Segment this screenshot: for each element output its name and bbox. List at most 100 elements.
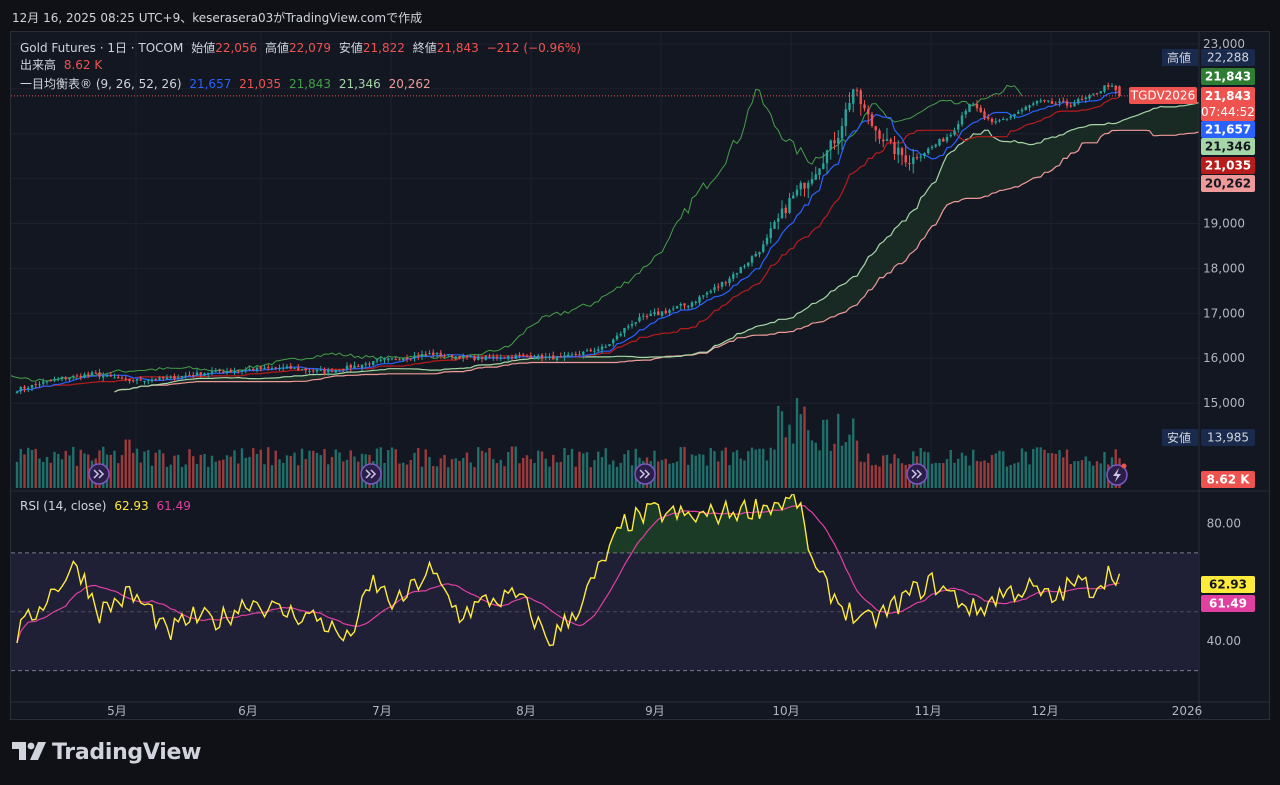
- candle: [919, 153, 922, 162]
- volume-badge: 8.62 K: [1201, 471, 1255, 488]
- volume-bar: [113, 450, 116, 488]
- close-label: 終値: [412, 41, 437, 55]
- economic-event-icon[interactable]: [360, 463, 382, 485]
- candle: [1092, 93, 1095, 97]
- candle-body: [210, 371, 214, 373]
- candle: [1028, 104, 1031, 112]
- candle: [435, 351, 439, 358]
- high-label: 高値: [265, 41, 290, 55]
- volume-bar: [574, 466, 577, 488]
- volume-bar: [533, 462, 536, 488]
- candle: [904, 144, 907, 167]
- event-icons[interactable]: [88, 463, 1128, 486]
- volume-bar: [690, 454, 694, 488]
- candle-body: [402, 358, 405, 361]
- candle: [297, 364, 300, 372]
- candle: [975, 100, 979, 112]
- ichimoku-spana-value: 21,346: [338, 77, 381, 91]
- candle-body: [799, 182, 802, 190]
- spana-badge: 21,346: [1201, 138, 1255, 155]
- candle: [529, 352, 532, 359]
- volume-bar: [675, 461, 679, 488]
- candle: [330, 367, 334, 373]
- candle: [638, 313, 641, 323]
- volume-bar: [64, 450, 67, 488]
- candle-body: [987, 117, 990, 119]
- volume-legend[interactable]: 出来高 8.62 K: [20, 56, 106, 73]
- volume-bar: [147, 450, 150, 488]
- volume-bar: [1020, 448, 1024, 488]
- time-axis[interactable]: 5月 6月 7月 8月 9月 10月 11月 12月 2026: [107, 704, 1202, 718]
- tenkan-badge-text: 21,657: [1205, 123, 1251, 137]
- candle-body: [267, 367, 270, 369]
- candle-body: [323, 369, 326, 374]
- chart-canvas[interactable]: 23,000 19,000 18,000 17,000 16,000 15,000 80.…: [11, 32, 1269, 719]
- candle: [773, 220, 776, 230]
- volume-bar: [263, 464, 266, 488]
- candle-body: [507, 356, 510, 359]
- candle-body: [270, 368, 274, 370]
- candle: [597, 346, 600, 353]
- candle-body: [589, 349, 592, 352]
- candle: [657, 307, 660, 316]
- ichimoku-legend[interactable]: 一目均衡表® (9, 26, 52, 26) 21,657 21,035 21,…: [20, 75, 435, 92]
- chart-frame[interactable]: 23,000 19,000 18,000 17,000 16,000 15,000 80.…: [10, 31, 1270, 720]
- candle-body: [165, 377, 169, 380]
- economic-event-icon[interactable]: [634, 463, 656, 485]
- candle: [863, 100, 866, 112]
- volume-bar: [529, 459, 532, 488]
- volume-bar: [848, 434, 851, 488]
- volume-bar: [705, 465, 709, 488]
- candle-body: [413, 355, 416, 359]
- volume-bar: [938, 463, 941, 488]
- candle: [810, 171, 814, 186]
- candle-body: [750, 256, 754, 263]
- candles[interactable]: [15, 82, 1121, 394]
- candle: [368, 361, 371, 368]
- price-axis[interactable]: 23,000 19,000 18,000 17,000 16,000 15,000: [1203, 37, 1245, 410]
- candle-body: [353, 365, 356, 369]
- alert-lightning-icon[interactable]: [1106, 463, 1128, 486]
- high-marker-label-bg: [1162, 49, 1198, 66]
- candle-body: [49, 380, 52, 382]
- symbol-name[interactable]: Gold Futures · 1日 · TOCOM: [20, 41, 184, 55]
- candle: [229, 368, 232, 374]
- candle: [154, 378, 157, 382]
- candle: [878, 128, 881, 144]
- rsi-axis[interactable]: 80.00 40.00: [1207, 516, 1241, 648]
- candle-body: [668, 309, 671, 313]
- price-pane[interactable]: [11, 32, 1217, 702]
- volume-bar: [315, 452, 319, 488]
- tradingview-brand[interactable]: TradingView: [12, 740, 201, 766]
- economic-event-icon[interactable]: [88, 463, 110, 485]
- volume-bar: [192, 456, 195, 488]
- volume-bar: [297, 465, 300, 488]
- candle: [267, 364, 270, 371]
- candle: [683, 303, 686, 310]
- candle: [870, 111, 874, 128]
- symbol-legend[interactable]: Gold Futures · 1日 · TOCOM 始値22,056 高値22,…: [20, 39, 585, 56]
- candle: [289, 362, 292, 370]
- volume-bar: [885, 454, 889, 488]
- candle: [537, 353, 540, 361]
- candle-body: [765, 237, 769, 244]
- volume-bar: [544, 458, 547, 488]
- candle-body: [1054, 103, 1057, 105]
- chikou-badge: 21,843: [1201, 68, 1255, 85]
- candle-body: [544, 356, 547, 358]
- volume-bar: [754, 449, 757, 488]
- volume-bar: [968, 465, 971, 488]
- rsi-pane[interactable]: [11, 492, 1199, 672]
- volume-bar: [874, 464, 877, 488]
- alert-icon-glyph: [1113, 468, 1121, 482]
- tenkan-badge: 21,657: [1201, 121, 1255, 138]
- candle: [218, 368, 221, 374]
- volume-bar: [784, 437, 787, 488]
- candle: [274, 366, 277, 371]
- rsi-legend[interactable]: RSI (14, close) 62.93 61.49: [20, 499, 195, 513]
- volume-bar: [319, 455, 322, 488]
- candle: [195, 368, 199, 377]
- economic-event-icon[interactable]: [906, 463, 928, 485]
- candle: [675, 305, 679, 309]
- candle-body: [184, 375, 187, 377]
